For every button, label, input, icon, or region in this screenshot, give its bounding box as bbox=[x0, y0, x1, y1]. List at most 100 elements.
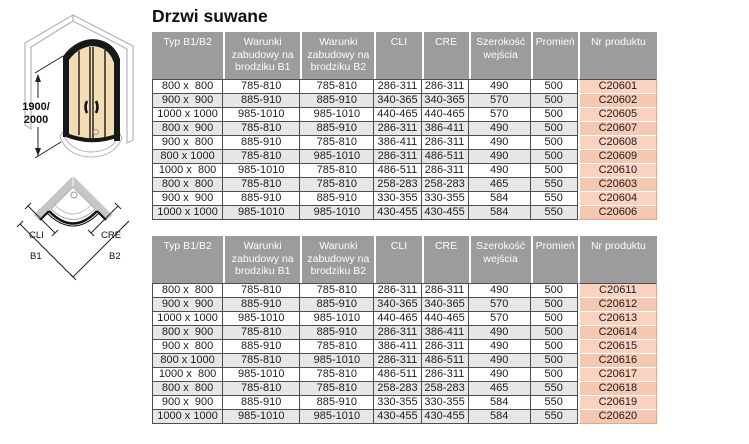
cell-cli: 258-283 bbox=[374, 382, 422, 396]
cell-typ: 900 x 800 bbox=[152, 340, 224, 354]
cell-cre: 386-411 bbox=[421, 326, 469, 340]
cell-cre: 430-455 bbox=[421, 410, 469, 424]
cell-cre: 440-465 bbox=[421, 108, 469, 122]
shower-tray bbox=[59, 130, 123, 158]
cell-typ: 800 x 800 bbox=[152, 382, 224, 396]
column-header-typ: Typ B1/B2 bbox=[152, 32, 224, 79]
cell-cli: 430-455 bbox=[374, 410, 422, 424]
cell-b1: 885-910 bbox=[223, 136, 301, 150]
cell-cli: 386-411 bbox=[374, 340, 422, 354]
cell-promien: 500 bbox=[530, 150, 578, 164]
column-header-cre: CRE bbox=[421, 236, 469, 283]
cell-nr: C20619 bbox=[577, 396, 657, 410]
cell-b2: 785-810 bbox=[300, 178, 375, 192]
table-row: 800 x 800 785-810 785-810 258-283 258-283 465… bbox=[152, 382, 657, 396]
cell-cli: 286-311 bbox=[374, 326, 422, 340]
cell-szerokosc: 490 bbox=[468, 150, 531, 164]
cell-b1: 985-1010 bbox=[223, 164, 301, 178]
cell-b1: 885-910 bbox=[223, 298, 301, 312]
cell-b1: 985-1010 bbox=[223, 368, 301, 382]
cell-szerokosc: 490 bbox=[468, 79, 531, 94]
column-header-typ: Typ B1/B2 bbox=[152, 236, 224, 283]
cell-cli: 286-311 bbox=[374, 79, 422, 94]
door-handles-icon bbox=[84, 100, 99, 114]
cell-szerokosc: 490 bbox=[468, 136, 531, 150]
cell-typ: 800 x 1000 bbox=[152, 150, 224, 164]
column-header-nr-produktu: Nr produktu bbox=[577, 236, 657, 283]
cell-b1: 785-810 bbox=[223, 283, 301, 298]
cell-typ: 1000 x 1000 bbox=[152, 108, 224, 122]
table-row: 1000 x 1000 985-1010 985-1010 430-455 430-45… bbox=[152, 206, 657, 220]
cell-promien: 500 bbox=[530, 326, 578, 340]
cell-b2: 885-910 bbox=[300, 192, 375, 206]
cell-nr: C20611 bbox=[577, 283, 657, 298]
table-row: 1000 x 800 985-1010 785-810 486-511 286-311 4… bbox=[152, 368, 657, 382]
cell-nr: C20610 bbox=[577, 164, 657, 178]
table-row: 800 x 1000 785-810 985-1010 286-311 486-511 4… bbox=[152, 354, 657, 368]
cell-nr: C20615 bbox=[577, 340, 657, 354]
cell-promien: 550 bbox=[530, 396, 578, 410]
table-row: 800 x 900 785-810 885-910 286-311 386-411 490… bbox=[152, 122, 657, 136]
cell-cre: 340-365 bbox=[421, 94, 469, 108]
cell-nr: C20618 bbox=[577, 382, 657, 396]
cell-b2: 985-1010 bbox=[300, 206, 375, 220]
cell-nr: C20614 bbox=[577, 326, 657, 340]
door-frame bbox=[63, 39, 121, 143]
cell-nr: C20620 bbox=[577, 410, 657, 424]
cell-szerokosc: 490 bbox=[468, 354, 531, 368]
cell-b2: 785-810 bbox=[300, 368, 375, 382]
table-row: 900 x 800 885-910 785-810 386-411 286-311 490… bbox=[152, 136, 657, 150]
cell-typ: 800 x 900 bbox=[152, 326, 224, 340]
column-header-promien: Promień bbox=[530, 236, 578, 283]
cell-cre: 286-311 bbox=[421, 79, 469, 94]
cell-typ: 1000 x 800 bbox=[152, 368, 224, 382]
cell-szerokosc: 490 bbox=[468, 164, 531, 178]
cell-cli: 340-365 bbox=[374, 298, 422, 312]
cell-typ: 800 x 800 bbox=[152, 79, 224, 94]
cell-b1: 985-1010 bbox=[223, 206, 301, 220]
cell-b2: 985-1010 bbox=[300, 108, 375, 122]
cell-b1: 885-910 bbox=[223, 192, 301, 206]
column-header-szerokosc: Szerokość wejścia bbox=[468, 32, 531, 79]
table-row: 1000 x 800 985-1010 785-810 486-511 286-311 4… bbox=[152, 164, 657, 178]
door-arc bbox=[39, 210, 107, 227]
cell-b1: 785-810 bbox=[223, 150, 301, 164]
cell-nr: C20612 bbox=[577, 298, 657, 312]
cell-b1: 785-810 bbox=[223, 326, 301, 340]
cell-nr: C20609 bbox=[577, 150, 657, 164]
cell-typ: 900 x 900 bbox=[152, 94, 224, 108]
cell-promien: 500 bbox=[530, 79, 578, 94]
b1-label: B1 bbox=[30, 251, 42, 262]
cell-b1: 985-1010 bbox=[223, 312, 301, 326]
cell-typ: 800 x 1000 bbox=[152, 354, 224, 368]
column-header-szerokosc: Szerokość wejścia bbox=[468, 236, 531, 283]
height-dimension-label: 2000 bbox=[24, 114, 48, 126]
cell-b2: 985-1010 bbox=[300, 410, 375, 424]
cell-cre: 430-455 bbox=[421, 206, 469, 220]
cell-b2: 785-810 bbox=[300, 283, 375, 298]
cell-typ: 800 x 900 bbox=[152, 122, 224, 136]
cell-b2: 985-1010 bbox=[300, 312, 375, 326]
cell-typ: 800 x 800 bbox=[152, 283, 224, 298]
table-row: 1000 x 1000 985-1010 985-1010 430-455 430-45… bbox=[152, 410, 657, 424]
cell-b2: 785-810 bbox=[300, 164, 375, 178]
cell-typ: 800 x 800 bbox=[152, 178, 224, 192]
tray-plan bbox=[50, 186, 96, 220]
table-row: 900 x 900 885-910 885-910 330-355 330-355 584… bbox=[152, 396, 657, 410]
cell-cli: 286-311 bbox=[374, 354, 422, 368]
cre-label: CRE bbox=[101, 230, 121, 241]
cell-b2: 785-810 bbox=[300, 79, 375, 94]
cell-b2: 785-810 bbox=[300, 136, 375, 150]
cell-szerokosc: 465 bbox=[468, 382, 531, 396]
cell-typ: 900 x 900 bbox=[152, 192, 224, 206]
cell-szerokosc: 570 bbox=[468, 298, 531, 312]
cell-cli: 386-411 bbox=[374, 136, 422, 150]
cell-nr: C20608 bbox=[577, 136, 657, 150]
column-header-cre: CRE bbox=[421, 32, 469, 79]
cell-b1: 885-910 bbox=[223, 94, 301, 108]
cell-promien: 550 bbox=[530, 178, 578, 192]
cell-promien: 500 bbox=[530, 122, 578, 136]
cell-szerokosc: 584 bbox=[468, 206, 531, 220]
wall-outline bbox=[24, 13, 134, 144]
cell-cli: 330-355 bbox=[374, 396, 422, 410]
